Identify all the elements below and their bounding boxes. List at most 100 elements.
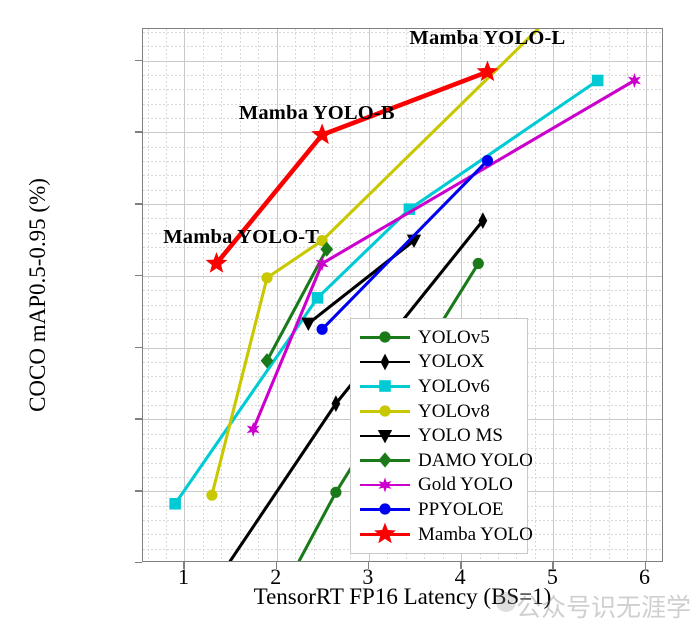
- gridline: [143, 175, 662, 177]
- y-axis-label: COCO mAP0.5-0.95 (%): [25, 178, 50, 412]
- legend-marker-square-icon: [379, 380, 391, 393]
- gridline: [276, 29, 278, 561]
- series-line: [210, 29, 540, 497]
- gridline: [645, 29, 647, 561]
- legend-item-yolo-ms[interactable]: YOLO MS: [358, 423, 520, 448]
- gridline: [143, 89, 662, 91]
- x-tick-label: 5: [546, 564, 558, 589]
- legend-marker-circle-icon: [379, 331, 391, 343]
- data-point-marker: [377, 429, 393, 444]
- series-mamba-yolo: [205, 60, 499, 273]
- y-tick-mark: [135, 59, 142, 61]
- gridline: [143, 304, 662, 306]
- x-tick-label: 1: [177, 564, 189, 589]
- legend-item-yolov6[interactable]: YOLOv6: [358, 374, 520, 399]
- gridline: [143, 189, 662, 191]
- data-point-marker: [330, 486, 342, 498]
- data-point-marker: [246, 421, 260, 437]
- gridline: [202, 29, 204, 561]
- y-tick-mark: [135, 490, 142, 492]
- data-point-marker: [379, 405, 391, 417]
- legend-label: YOLOv8: [418, 400, 490, 422]
- data-point-marker: [591, 74, 604, 87]
- legend-item-gold-yolo[interactable]: Gold YOLO: [358, 473, 520, 498]
- y-tick-mark: [135, 131, 142, 133]
- series-line: [173, 78, 600, 506]
- legend-marker-thin-diamond-icon: [380, 353, 390, 371]
- x-tick-mark: [367, 562, 370, 569]
- x-tick-mark: [552, 562, 554, 569]
- series-yolo-ms: [301, 234, 422, 331]
- x-axis-label: TensorRT FP16 Latency (BS=1): [253, 584, 552, 609]
- series-gold-yolo: [246, 72, 641, 437]
- legend-item-ppyoloe[interactable]: PPYOLOE: [358, 497, 520, 522]
- gridline: [184, 29, 186, 561]
- gridline: [143, 261, 662, 263]
- series-yolov8: [206, 29, 540, 501]
- legend-item-yolov5[interactable]: YOLOv5: [358, 325, 520, 350]
- legend-marker-star6-icon: [378, 477, 392, 493]
- legend-marker-circle-icon: [379, 405, 391, 417]
- data-point-marker: [320, 241, 334, 257]
- data-point-marker: [627, 72, 641, 89]
- gridline: [143, 218, 662, 220]
- legend-swatch: [358, 401, 412, 421]
- data-point-marker: [205, 252, 228, 273]
- gridline: [498, 29, 500, 561]
- annotation-label: Mamba YOLO-L: [409, 27, 566, 50]
- legend-item-damo-yolo[interactable]: DAMO YOLO: [358, 448, 533, 473]
- data-point-marker: [311, 123, 334, 145]
- legend-item-yolox[interactable]: YOLOX: [358, 350, 520, 375]
- legend-item-mamba-yolo[interactable]: Mamba YOLO: [358, 522, 533, 547]
- data-point-marker: [379, 380, 391, 393]
- y-tick-mark: [135, 203, 142, 205]
- gridline: [295, 29, 297, 561]
- data-point-marker: [315, 255, 329, 272]
- series-yolox: [228, 212, 488, 561]
- y-tick-mark: [135, 418, 142, 420]
- series-line: [320, 159, 490, 331]
- legend-swatch: [358, 426, 412, 446]
- x-tick-label: 2: [270, 564, 282, 589]
- watermark-dot: [496, 592, 516, 612]
- series-yolov6: [169, 74, 604, 510]
- data-point-marker: [316, 235, 328, 247]
- gridline: [143, 132, 662, 134]
- gridline: [258, 29, 260, 561]
- legend-label: PPYOLOE: [418, 498, 504, 520]
- data-point-marker: [374, 522, 396, 544]
- gridline: [332, 29, 334, 561]
- legend-swatch: [358, 499, 412, 519]
- data-point-marker: [378, 477, 392, 493]
- data-point-marker: [316, 323, 328, 335]
- gridline: [571, 29, 573, 561]
- gridline: [143, 232, 662, 234]
- gridline: [143, 74, 662, 76]
- data-point-marker: [261, 272, 273, 284]
- legend[interactable]: YOLOv5 YOLOX YOLOv6 YOLOv8 YOLO MS DAMO YOLO G…: [350, 318, 533, 555]
- legend-swatch: [358, 522, 412, 544]
- gridline: [143, 46, 662, 48]
- data-point-marker: [379, 331, 391, 343]
- gridline: [143, 118, 662, 119]
- gridline: [143, 290, 662, 292]
- data-point-marker: [380, 353, 390, 371]
- data-point-marker: [478, 212, 488, 229]
- legend-marker-circle-icon: [379, 503, 391, 516]
- legend-swatch: [358, 376, 412, 396]
- data-point-marker: [206, 489, 218, 501]
- gridline: [143, 146, 662, 148]
- data-point-marker: [301, 317, 316, 331]
- data-point-marker: [476, 60, 499, 82]
- y-tick-mark: [135, 274, 142, 277]
- legend-swatch: [358, 352, 412, 372]
- series-line: [265, 247, 329, 363]
- legend-label: YOLOX: [418, 351, 485, 373]
- x-tick-mark: [275, 562, 278, 569]
- gridline: [516, 29, 518, 561]
- x-tick-mark: [460, 562, 462, 569]
- gridline: [442, 29, 444, 561]
- legend-item-yolov8[interactable]: YOLOv8: [358, 399, 520, 424]
- y-tick-mark: [135, 562, 142, 564]
